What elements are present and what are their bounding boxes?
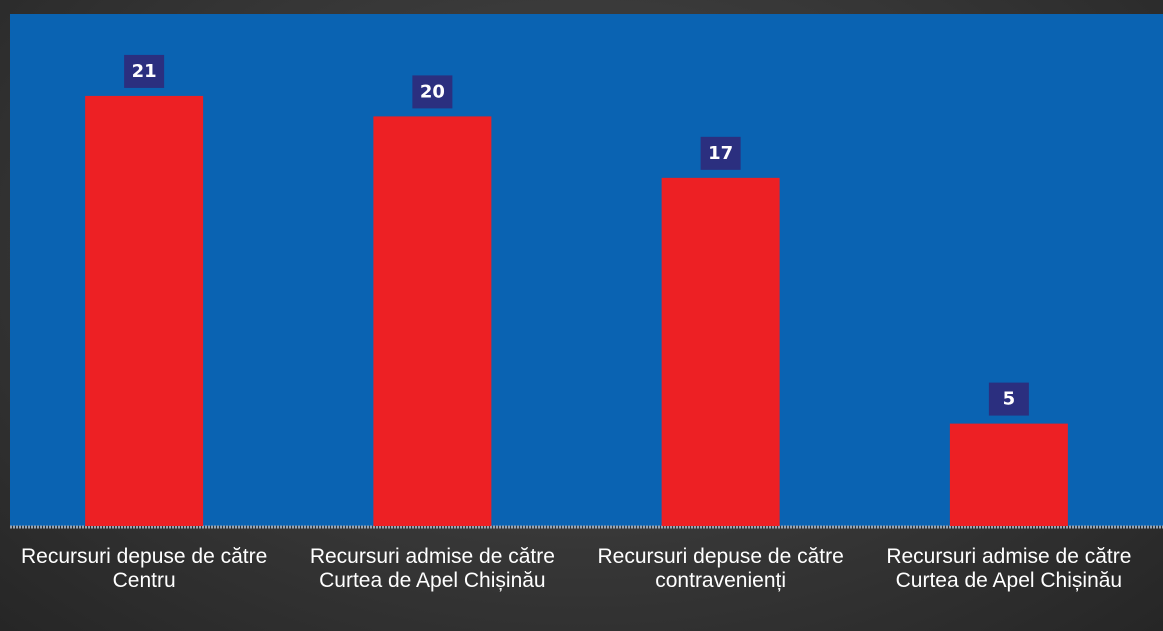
bar <box>373 116 492 527</box>
bar <box>85 95 204 527</box>
value-label: 20 <box>420 81 445 102</box>
x-tick-label: Recursuri admise de către Curtea de Apel… <box>309 545 555 592</box>
value-label-box <box>124 54 165 88</box>
x-tick-label: Recursuri depuse de către Centru <box>20 545 268 592</box>
x-tick-label: Recursuri admise de către Curtea de Apel… <box>886 545 1132 592</box>
value-label-box <box>700 136 741 170</box>
value-label-box <box>988 382 1029 416</box>
bar <box>949 423 1068 526</box>
bar <box>661 177 780 526</box>
x-tick-label: Recursuri depuse de către contravenienți <box>597 545 844 592</box>
value-label-box <box>412 75 453 109</box>
value-label: 5 <box>1003 389 1016 410</box>
value-label: 17 <box>708 143 733 164</box>
value-label: 21 <box>132 61 157 82</box>
